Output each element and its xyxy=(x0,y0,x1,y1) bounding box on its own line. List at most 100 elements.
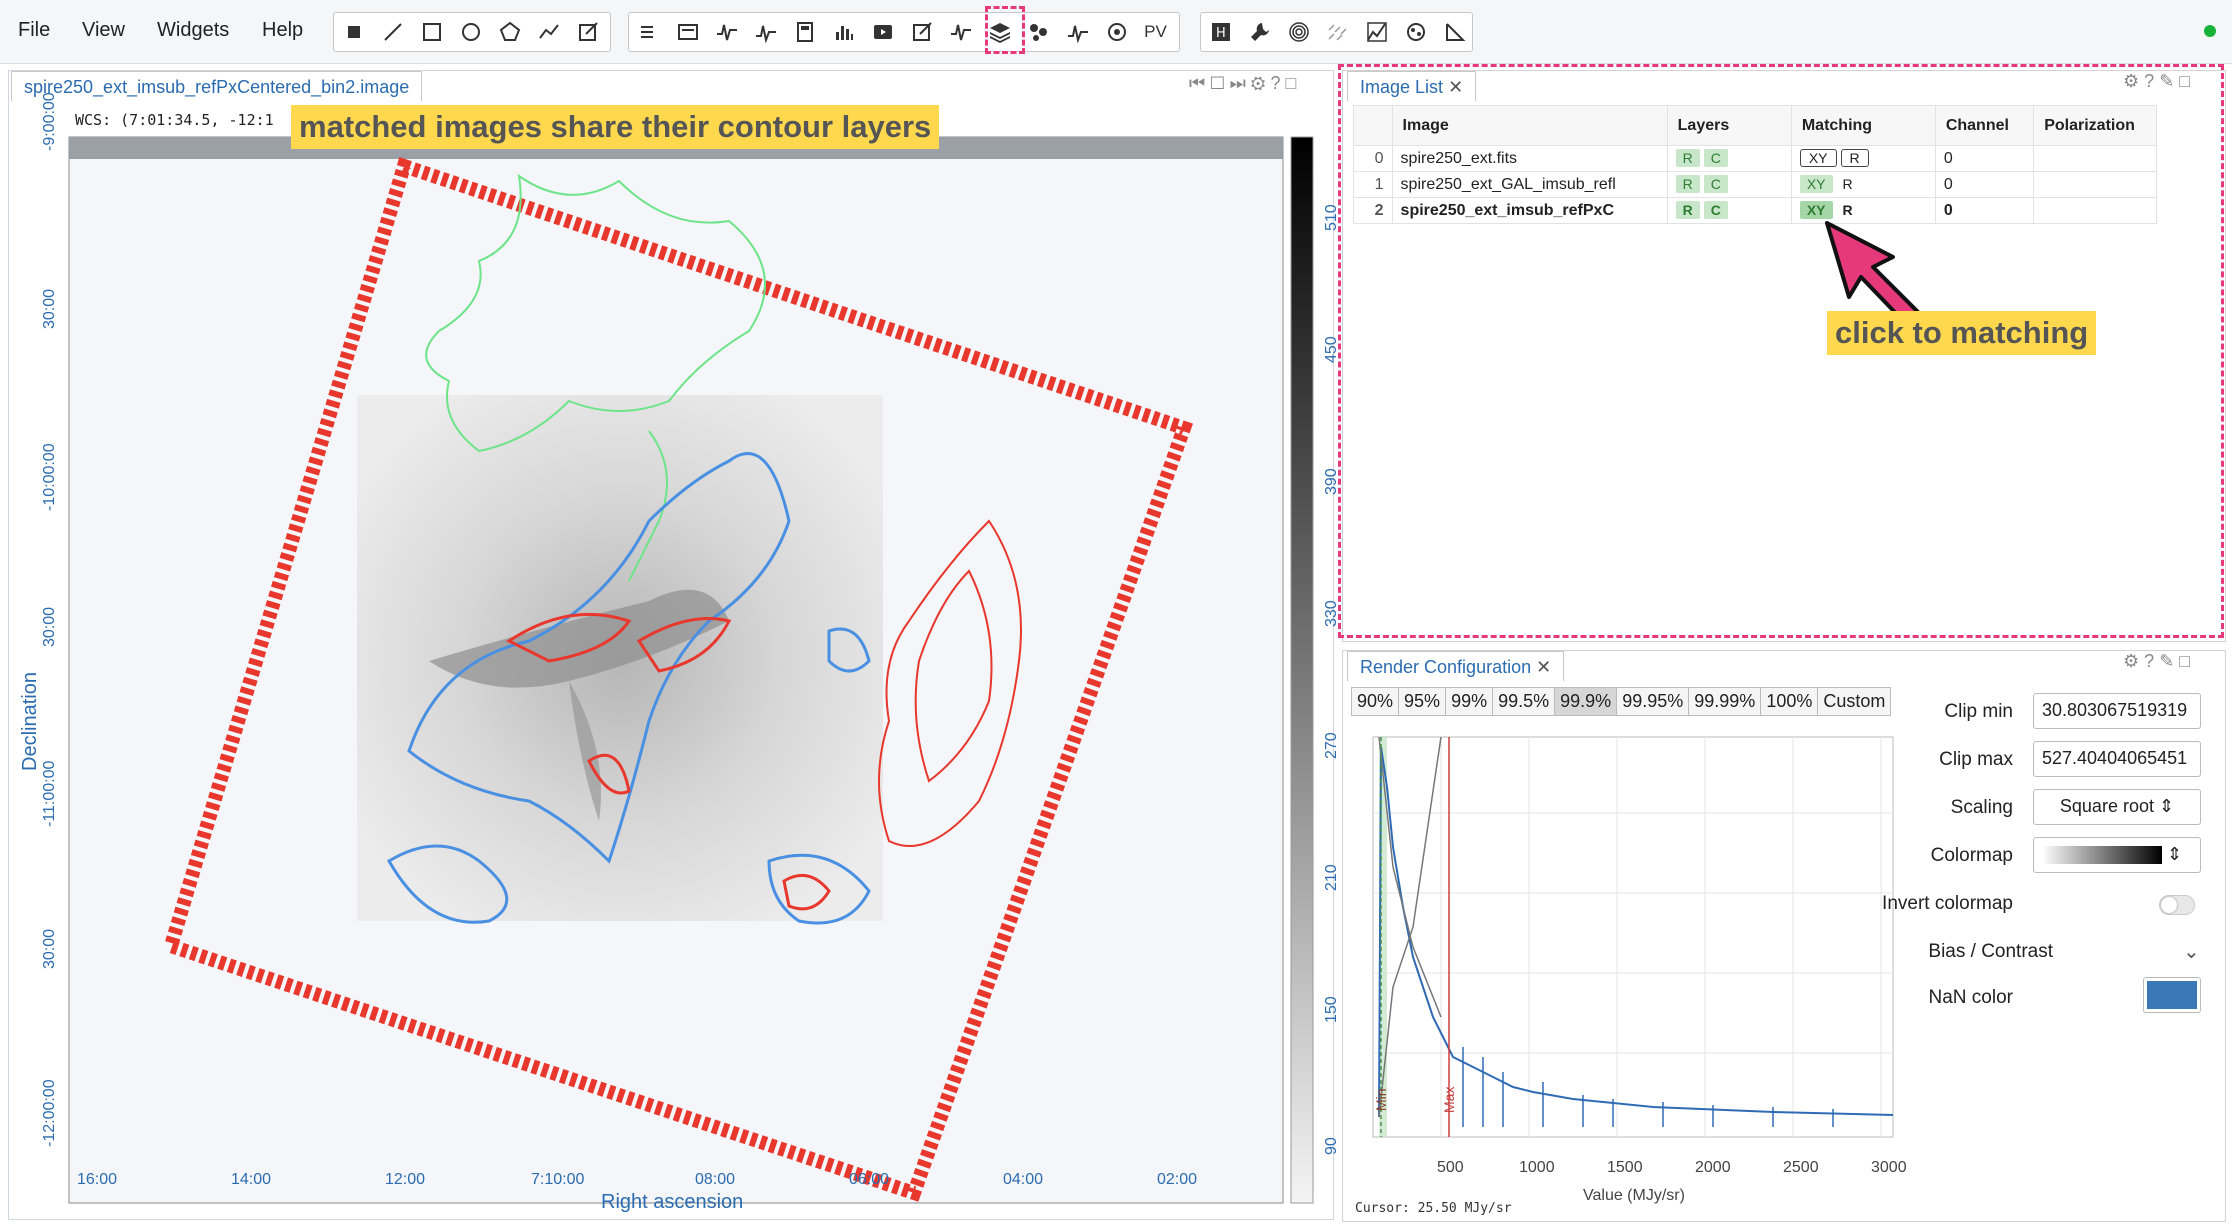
percentile-custom-button[interactable]: Custom xyxy=(1817,687,1892,716)
hdu-icon[interactable]: H xyxy=(1201,13,1240,51)
annotation-tool-icon[interactable] xyxy=(568,13,607,51)
y-tick: 30:00 xyxy=(41,288,58,329)
layer-contour-toggle[interactable]: C xyxy=(1703,149,1728,167)
distance-measure-icon[interactable] xyxy=(1435,13,1474,51)
clip-min-input[interactable]: 30.803067519319 xyxy=(2033,693,2201,729)
image-fitting-icon[interactable] xyxy=(1357,13,1396,51)
spatial-profiler-icon[interactable] xyxy=(707,13,746,51)
colorbar-tick: 390 xyxy=(1323,468,1340,495)
stokes-analysis-icon[interactable] xyxy=(941,13,980,51)
contour-icon[interactable] xyxy=(1279,13,1318,51)
image-list-tab[interactable]: Image List ✕ xyxy=(1347,71,1477,101)
maximize-icon[interactable]: □ xyxy=(2179,71,2191,91)
header-info-icon[interactable] xyxy=(629,13,668,51)
animator-icon[interactable] xyxy=(863,13,902,51)
histogram-icon[interactable] xyxy=(824,13,863,51)
line-tool-icon[interactable] xyxy=(373,13,412,51)
polyline-tool-icon[interactable] xyxy=(529,13,568,51)
render-config-tab[interactable]: Render Configuration ✕ xyxy=(1347,651,1565,681)
next-frame-icon[interactable]: ⏭ xyxy=(1229,73,1246,93)
layer-raster-toggle[interactable]: R xyxy=(1675,201,1700,219)
image-viewer-tab[interactable]: spire250_ext_imsub_refPxCentered_bin2.im… xyxy=(11,71,423,101)
statistics-icon[interactable] xyxy=(668,13,707,51)
match-r-button[interactable]: R xyxy=(1842,202,1853,218)
vector-overlay-icon[interactable] xyxy=(1318,13,1357,51)
percentile-99-95-button[interactable]: 99.95% xyxy=(1616,687,1690,716)
colorbar-tick: 90 xyxy=(1323,1137,1340,1155)
colorbar-tick: 150 xyxy=(1323,996,1340,1023)
histogram-plot[interactable] xyxy=(1353,727,1913,1157)
rectangle-tool-icon[interactable] xyxy=(412,13,451,51)
match-xy-button[interactable]: XY xyxy=(1799,149,1837,167)
bias-contrast-label[interactable]: Bias / Contrast xyxy=(1928,941,2053,962)
spectral-line-query-icon[interactable] xyxy=(1058,13,1097,51)
spectral-profiler-icon[interactable] xyxy=(746,13,785,51)
percentile-90-button[interactable]: 90% xyxy=(1351,687,1400,716)
image-canvas[interactable] xyxy=(9,101,1333,1219)
online-query-icon[interactable] xyxy=(1097,13,1136,51)
help-icon[interactable]: ? xyxy=(2144,71,2155,91)
header-image: Image xyxy=(1391,105,1668,146)
channel-value: 0 xyxy=(1934,145,2035,172)
colormap-preview xyxy=(2042,846,2162,865)
hist-x-tick: 3000 xyxy=(1871,1159,1907,1176)
menu-file[interactable]: File xyxy=(18,19,51,41)
pointer-tool-icon[interactable] xyxy=(334,13,373,51)
catalog-icon[interactable] xyxy=(1019,13,1058,51)
channel-map-icon[interactable] xyxy=(1396,13,1435,51)
wrench-icon[interactable] xyxy=(1240,13,1279,51)
colormap-select[interactable]: ⇕ xyxy=(2033,837,2201,873)
percentile-99-99-button[interactable]: 99.99% xyxy=(1688,687,1762,716)
layer-raster-toggle[interactable]: R xyxy=(1675,175,1700,193)
match-xy-button[interactable]: XY xyxy=(1799,175,1833,193)
select-arrow-icon: ⇕ xyxy=(2158,796,2175,816)
percentile-95-button[interactable]: 95% xyxy=(1398,687,1447,716)
first-frame-icon[interactable]: ⏮ xyxy=(1189,73,1206,93)
nan-color-swatch[interactable] xyxy=(2143,977,2201,1013)
maximize-icon[interactable]: □ xyxy=(2179,651,2191,671)
settings-icon[interactable]: ⚙ xyxy=(2123,71,2140,91)
image-list-icon[interactable] xyxy=(980,13,1019,51)
region-toolbar xyxy=(333,12,611,52)
invert-colormap-toggle[interactable] xyxy=(2159,895,2195,915)
pv-generator-button[interactable]: PV xyxy=(1144,22,1167,41)
close-tab-icon[interactable]: ✕ xyxy=(1448,77,1464,97)
polygon-tool-icon[interactable] xyxy=(490,13,529,51)
image-list-table: Image Layers Matching Channel Polarizati… xyxy=(1353,105,2157,224)
percentile-99-9-button[interactable]: 99.9% xyxy=(1554,687,1618,716)
render-config-icon[interactable] xyxy=(902,13,941,51)
clip-max-input[interactable]: 527.40404065451 xyxy=(2033,741,2201,777)
close-tab-icon[interactable]: ✕ xyxy=(1536,657,1552,677)
settings-icon[interactable]: ⚙ xyxy=(2123,651,2140,671)
menu-help[interactable]: Help xyxy=(262,19,304,41)
settings-icon[interactable]: ⚙ xyxy=(1250,73,1266,93)
layer-contour-toggle[interactable]: C xyxy=(1703,201,1728,219)
match-xy-button[interactable]: XY xyxy=(1799,201,1833,219)
percentile-100-button[interactable]: 100% xyxy=(1760,687,1819,716)
percentile-99-button[interactable]: 99% xyxy=(1445,687,1494,716)
calculator-icon[interactable] xyxy=(785,13,824,51)
maximize-icon[interactable]: □ xyxy=(1285,73,1297,93)
chevron-down-icon[interactable]: ⌄ xyxy=(2183,941,2200,963)
layout-icon[interactable]: ☐ xyxy=(1210,73,1225,93)
menu-view[interactable]: View xyxy=(82,19,125,41)
layer-raster-toggle[interactable]: R xyxy=(1675,149,1700,167)
percentile-99-5-button[interactable]: 99.5% xyxy=(1492,687,1556,716)
match-r-button[interactable]: R xyxy=(1842,176,1853,192)
match-r-button[interactable]: R xyxy=(1840,149,1869,167)
hist-x-tick: 2500 xyxy=(1783,1159,1819,1176)
help-icon[interactable]: ? xyxy=(1270,73,1281,93)
blue-contour xyxy=(407,452,791,864)
layer-contour-toggle[interactable]: C xyxy=(1703,175,1728,193)
ellipse-tool-icon[interactable] xyxy=(451,13,490,51)
green-contour xyxy=(425,173,766,453)
pin-icon[interactable]: ✎ xyxy=(2159,71,2175,91)
pin-icon[interactable]: ✎ xyxy=(2159,651,2175,671)
matching-cell: XY R xyxy=(1790,145,1936,172)
help-icon[interactable]: ? xyxy=(2144,651,2155,671)
menu-widgets[interactable]: Widgets xyxy=(157,19,230,41)
scaling-select[interactable]: Square root ⇕ xyxy=(2033,789,2201,825)
